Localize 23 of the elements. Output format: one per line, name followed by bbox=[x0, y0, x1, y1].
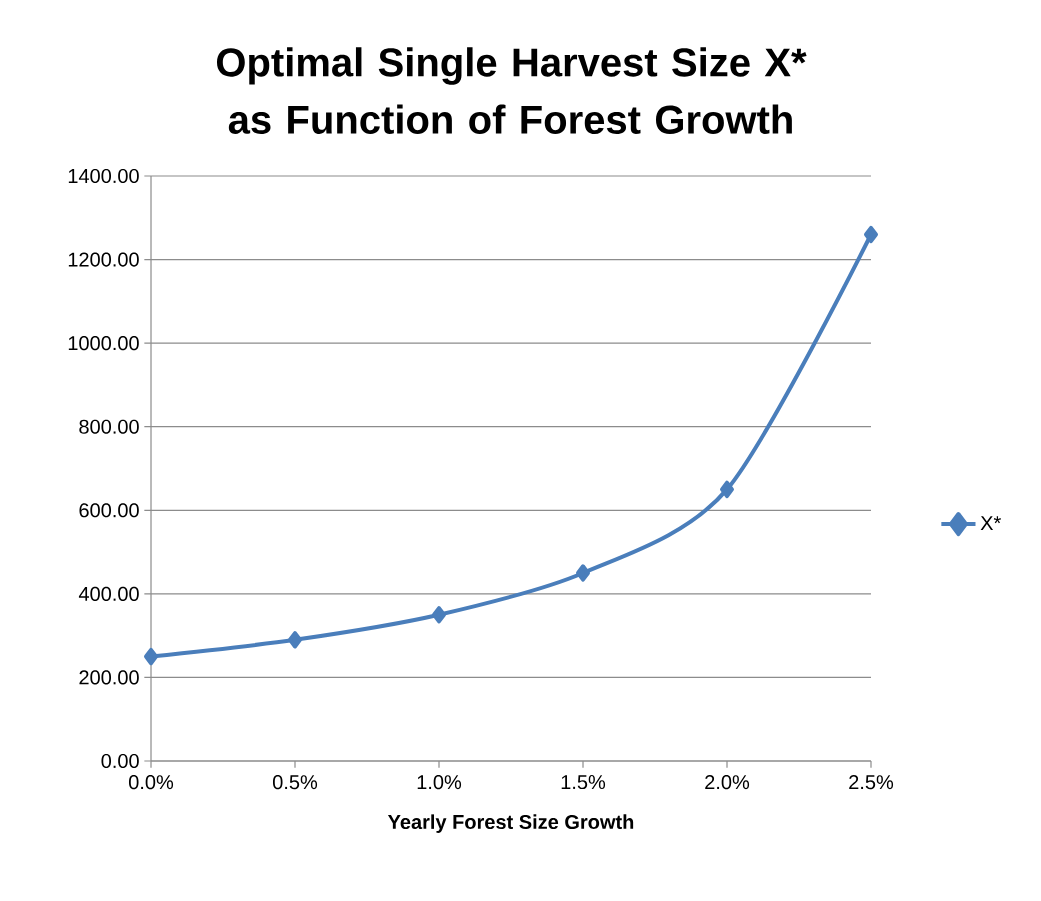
x-tick-label: 1.0% bbox=[417, 775, 462, 790]
x-tick-label: 0.5% bbox=[272, 775, 318, 790]
x-tick-label: 0.0% bbox=[128, 775, 174, 790]
x-tick-label: 2.5% bbox=[849, 775, 894, 790]
y-tick-label: 1400.00 bbox=[68, 168, 139, 184]
legend-label: X* bbox=[980, 516, 1001, 530]
y-tick-label: 1200.00 bbox=[68, 252, 139, 267]
y-tick-label: 1000.00 bbox=[68, 336, 139, 351]
chart-title: Optimal Single Harvest Size X* as Function of Forest Growth bbox=[216, 47, 807, 134]
point bbox=[432, 606, 447, 624]
point bbox=[144, 647, 158, 666]
y-tick-label: 0.00 bbox=[101, 753, 139, 769]
x-tick-label: 1.5% bbox=[561, 775, 606, 790]
y-tick-label: 800.00 bbox=[79, 419, 139, 434]
x-axis-title: Yearly Forest Size Growth bbox=[387, 814, 634, 833]
point bbox=[864, 225, 878, 244]
y-tick-label: 600.00 bbox=[79, 503, 139, 518]
point bbox=[576, 564, 590, 582]
x-tick-label: 2.0% bbox=[705, 775, 750, 790]
y-tick-label: 200.00 bbox=[79, 670, 139, 685]
point bbox=[288, 631, 302, 649]
y-tick-label: 400.00 bbox=[78, 586, 139, 601]
point bbox=[720, 480, 734, 499]
